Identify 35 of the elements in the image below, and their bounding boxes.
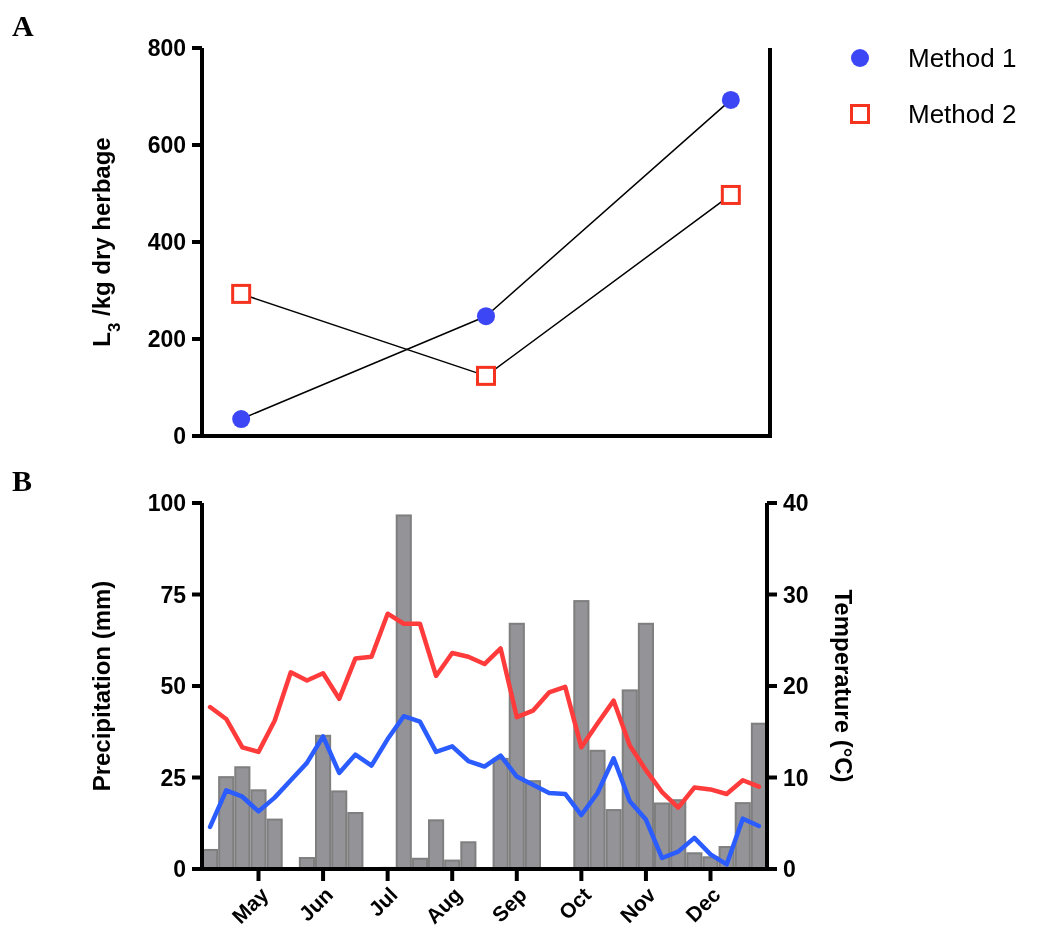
y-tick-label: 25: [160, 764, 187, 791]
point: [476, 365, 496, 386]
x-tick-label: Jul: [363, 882, 402, 921]
line-series: [207, 611, 762, 810]
x-tick-label: Jun: [294, 882, 338, 926]
y2-axis-title: Temperature (°C): [830, 589, 857, 783]
chart-title: B: [12, 464, 33, 497]
y2-tick-label: 40: [783, 490, 809, 517]
point: [720, 184, 741, 205]
line-series: [207, 713, 762, 867]
y-axis-title: Precipitation (mm): [88, 580, 115, 792]
point: [477, 307, 495, 326]
legend-label: Method 2: [908, 99, 1017, 130]
y2-tick-label: 20: [783, 673, 809, 700]
x-tick-label: Nov: [615, 882, 661, 928]
y-tick-label: 600: [147, 132, 186, 159]
y-tick-label: 100: [147, 490, 186, 517]
chart-title: A: [12, 9, 34, 42]
y-tick-label: 400: [147, 229, 186, 256]
x-tick-label: Sep: [487, 882, 531, 927]
point: [231, 283, 252, 304]
y2-tick-label: 0: [783, 856, 796, 883]
y2-tick-label: 10: [783, 764, 809, 791]
point: [721, 90, 740, 109]
y-tick-label: 0: [173, 856, 186, 883]
y2-tick-label: 30: [783, 581, 809, 608]
legend-label: Method 1: [908, 43, 1017, 74]
y-tick-label: 0: [173, 423, 186, 450]
y-tick-label: 75: [160, 581, 187, 608]
x-tick-label: Oct: [554, 882, 596, 924]
x-tick-label: Dec: [681, 882, 725, 927]
point: [232, 410, 251, 429]
y-tick-label: 50: [160, 673, 186, 700]
y-tick-label: 800: [147, 35, 186, 62]
y-tick-label: 200: [147, 326, 186, 353]
